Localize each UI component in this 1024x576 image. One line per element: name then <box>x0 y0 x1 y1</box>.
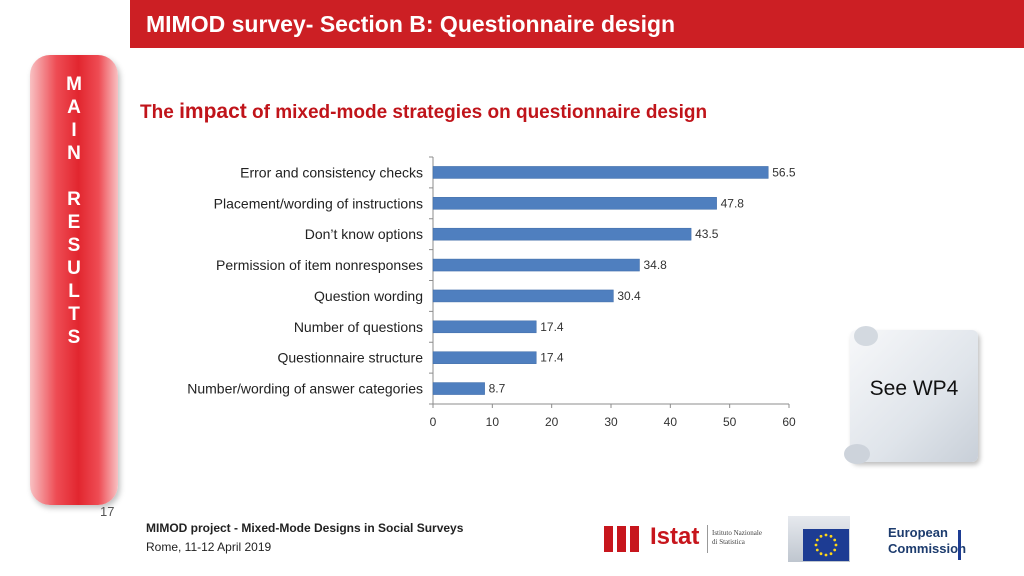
value-label: 17.4 <box>540 320 564 334</box>
footer-project: MIMOD project - Mixed-Mode Designs in So… <box>146 521 464 535</box>
category-label: Number of questions <box>294 319 423 335</box>
side-letter: A <box>67 97 81 118</box>
side-letter: N <box>67 143 81 164</box>
x-tick-label: 10 <box>486 415 500 429</box>
footer-event: Rome, 11-12 April 2019 <box>146 540 272 554</box>
value-label: 43.5 <box>695 227 719 241</box>
ec-wordmark-2: Commission <box>888 541 967 556</box>
istat-tagline-1: Istituto Nazionale <box>712 529 762 537</box>
bar <box>432 351 537 364</box>
side-letter: L <box>68 281 80 302</box>
category-label: Questionnaire structure <box>277 350 423 366</box>
x-tick-label: 50 <box>723 415 737 429</box>
value-label: 17.4 <box>540 351 564 365</box>
european-commission-logo: European Commission <box>788 516 968 562</box>
side-letter: S <box>67 327 81 348</box>
istat-separator <box>707 525 708 553</box>
scroll-body <box>850 330 978 462</box>
bar <box>432 197 717 210</box>
x-tick-label: 30 <box>604 415 618 429</box>
istat-tagline-2: di Statistica <box>712 538 745 546</box>
side-letter: U <box>67 258 81 279</box>
bar <box>432 166 769 179</box>
side-letter: R <box>67 189 81 210</box>
bar <box>432 258 640 272</box>
istat-tagline: Istituto Nazionale di Statistica <box>712 529 762 547</box>
value-label: 8.7 <box>489 382 506 396</box>
side-letter: S <box>67 235 81 256</box>
value-label: 47.8 <box>721 196 745 210</box>
page-title: MIMOD survey- Section B: Questionnaire d… <box>146 11 676 37</box>
category-label: Question wording <box>314 288 423 304</box>
subtitle-emphasis: impact <box>179 100 247 123</box>
ec-wordmark-1: European <box>888 525 948 540</box>
bar <box>432 227 692 241</box>
bar <box>432 320 537 334</box>
x-tick-label: 60 <box>782 415 796 429</box>
x-tick-label: 40 <box>664 415 678 429</box>
ec-accent-bar <box>958 530 961 560</box>
bar <box>432 289 614 303</box>
title-bar: MIMOD survey- Section B: Questionnaire d… <box>130 0 1024 48</box>
bar <box>432 382 485 395</box>
x-tick-label: 0 <box>430 415 437 429</box>
category-label: Placement/wording of instructions <box>214 195 423 211</box>
eu-flag-icon <box>803 529 849 561</box>
subtitle-suffix: of mixed-mode strategies on questionnair… <box>246 102 708 123</box>
side-letter: I <box>71 120 77 141</box>
istat-wordmark: Istat <box>650 523 700 550</box>
category-label: Don’t know options <box>305 226 423 242</box>
page-number: 17 <box>100 504 115 519</box>
istat-bars-icon <box>604 526 644 552</box>
side-letter: M <box>66 74 82 95</box>
value-label: 56.5 <box>772 165 796 179</box>
chart-subtitle: The impact of mixed-mode strategies on q… <box>140 100 707 124</box>
value-label: 34.8 <box>643 258 667 272</box>
scroll-curl-bottom <box>844 444 870 464</box>
x-tick-label: 20 <box>545 415 559 429</box>
ec-wordmark: European Commission <box>888 525 966 557</box>
istat-logo: Istat Istituto Nazionale di Statistica <box>604 523 774 555</box>
subtitle-prefix: The <box>140 102 180 123</box>
see-wp4-label: See WP4 <box>869 377 959 400</box>
value-label: 30.4 <box>617 289 641 303</box>
see-wp4-scroll: See WP4 <box>844 326 980 464</box>
category-label: Number/wording of answer categories <box>187 381 423 397</box>
category-label: Error and consistency checks <box>240 164 423 180</box>
side-letter: E <box>67 212 81 233</box>
category-label: Permission of item nonresponses <box>216 257 423 273</box>
side-letter: T <box>68 304 80 325</box>
scroll-curl-top <box>854 326 878 346</box>
